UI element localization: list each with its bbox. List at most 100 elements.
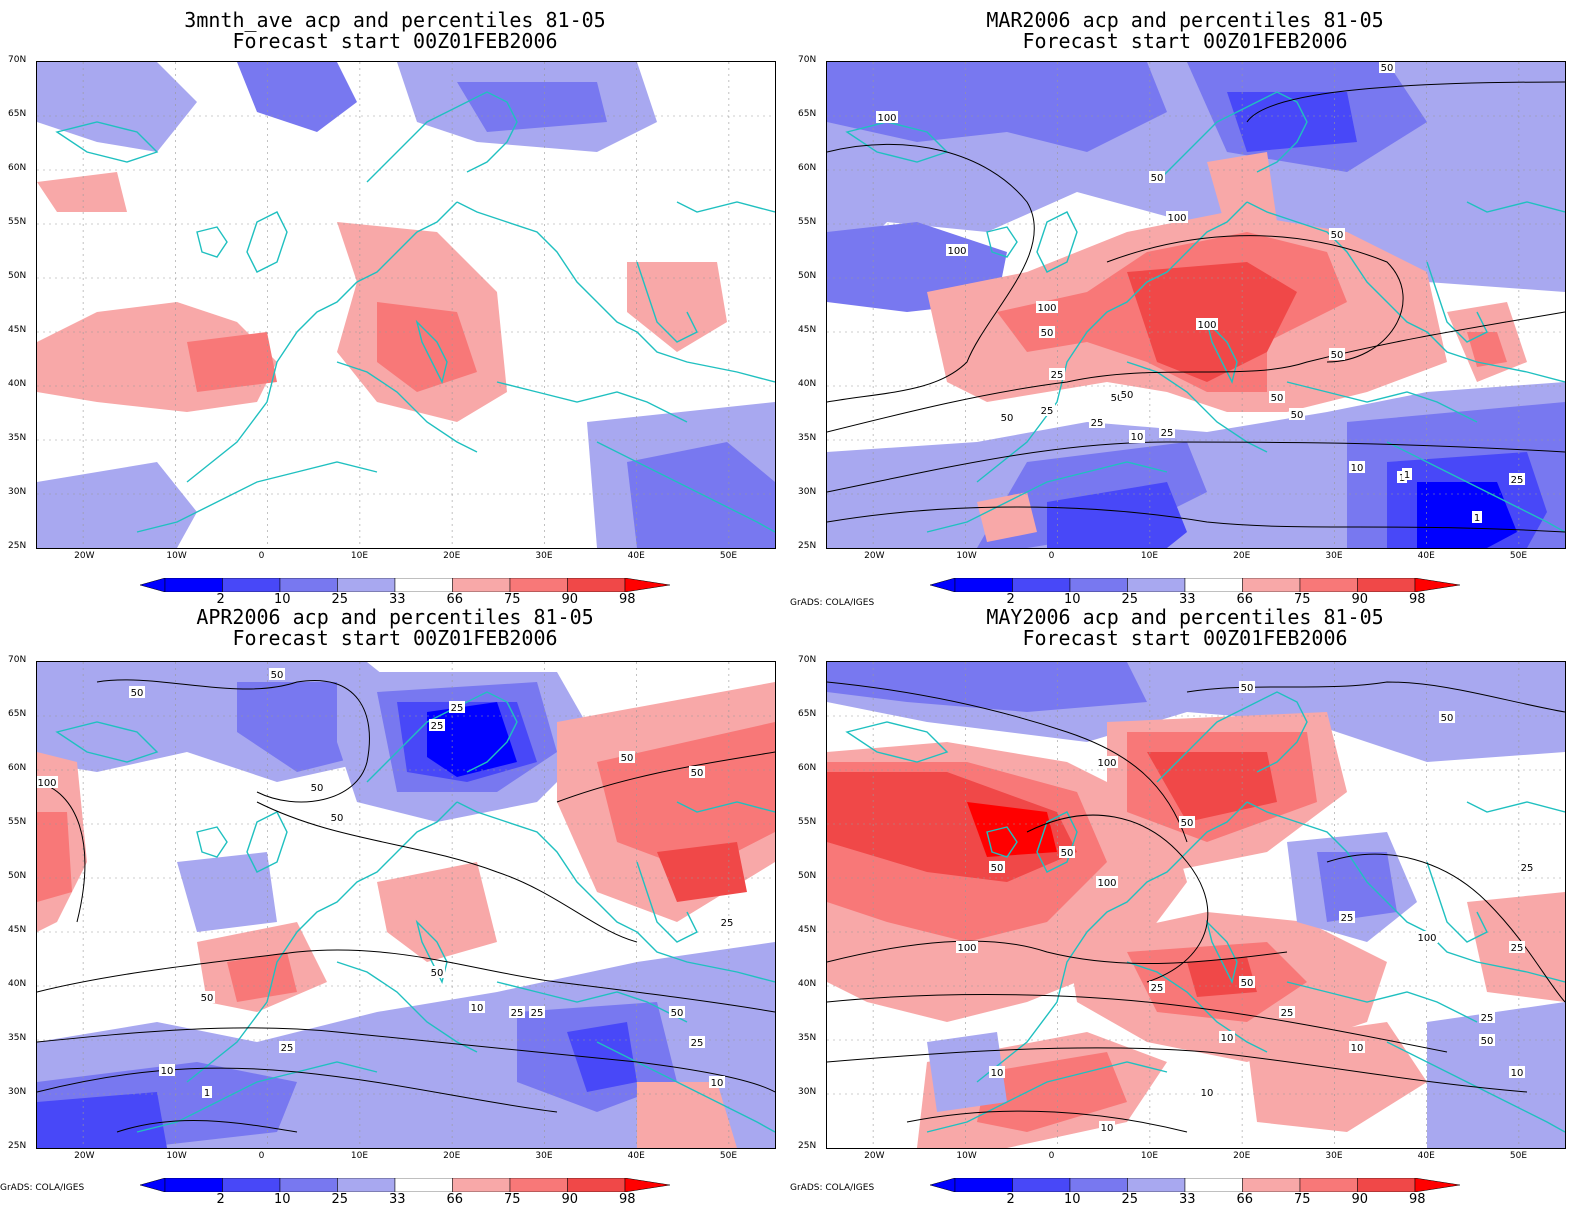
- contour-label: 50: [1241, 978, 1254, 989]
- colorbar-segment: [337, 578, 396, 592]
- shaded-region: [1207, 152, 1277, 232]
- lat-tick-label: 35N: [8, 433, 27, 443]
- colorbar-label: 2: [1006, 1192, 1015, 1207]
- lon-tick-label: 50E: [1509, 1151, 1528, 1161]
- contour-label: 50: [991, 863, 1004, 874]
- shaded-region: [1417, 482, 1517, 548]
- colorbar-label: 75: [1294, 592, 1311, 607]
- lon-tick-label: 40E: [1417, 1151, 1435, 1161]
- contour-label: 50: [201, 993, 214, 1004]
- shaded-region: [637, 1082, 737, 1148]
- colorbar-label: 90: [561, 592, 579, 607]
- contour-label: 25: [1281, 1008, 1294, 1019]
- coastline: [1426, 861, 1488, 943]
- colorbar-label: 98: [619, 1192, 636, 1207]
- lat-tick-label: 60N: [8, 763, 27, 773]
- colorbar-segment: [394, 578, 453, 592]
- panel-title: MAR2006 acp and percentiles 81-05: [986, 8, 1384, 32]
- contour-label: 10: [1351, 1043, 1364, 1054]
- shaded-region: [567, 1022, 637, 1092]
- contour-label-bg: [1149, 171, 1165, 183]
- shaded-region: [977, 492, 1037, 542]
- contour-label: 50: [1001, 413, 1014, 424]
- lat-tick-label: 55N: [8, 217, 27, 227]
- coastline: [456, 801, 775, 983]
- contour-label-bg: [1509, 941, 1525, 953]
- contour-label-bg: [1509, 473, 1525, 485]
- contour-label-bg: [719, 916, 735, 928]
- contour-label: 25: [1051, 370, 1064, 381]
- contour-label: 25: [511, 1008, 524, 1019]
- contour-label-bg: [1239, 976, 1255, 988]
- lon-tick-label: 50E: [1509, 551, 1528, 561]
- map-area: 5010050100501001005010010050252550505025…: [826, 61, 1566, 549]
- coastline: [366, 91, 518, 183]
- shaded-region: [37, 1092, 167, 1148]
- colorbar-label: 98: [619, 592, 636, 607]
- colorbar-arrow-right: [624, 578, 670, 592]
- contour-label-bg: [1166, 211, 1188, 223]
- coastline: [926, 1061, 1168, 1133]
- contour-label-bg: [309, 781, 325, 793]
- colorbar-segment: [1069, 578, 1128, 592]
- contour-label-bg: [689, 1036, 705, 1048]
- contour-line: [827, 311, 1565, 433]
- contour-label: 25: [531, 1008, 544, 1019]
- colorbar-segment: [1012, 578, 1071, 592]
- contour-label-bg: [1129, 430, 1145, 442]
- contour-label-bg: [709, 1076, 725, 1088]
- colorbar-label: 10: [1064, 592, 1081, 607]
- lon-tick-label: 20E: [443, 551, 461, 561]
- contour-label: 50: [1061, 848, 1074, 859]
- colorbar-label: 66: [446, 1192, 464, 1207]
- coastline: [1246, 201, 1565, 383]
- lon-tick-label: 10E: [350, 1151, 369, 1161]
- lat-tick-label: 40N: [798, 379, 817, 389]
- lon-tick-label: 20W: [864, 551, 885, 561]
- colorbar-label: 25: [331, 1192, 349, 1207]
- coastline: [1466, 801, 1565, 813]
- coastline: [986, 226, 1018, 258]
- contour-line: [37, 1067, 558, 1113]
- contour-label: 50: [621, 753, 634, 764]
- contour-label: 50: [311, 783, 324, 794]
- lon-tick-label: 30E: [535, 1151, 553, 1161]
- contour-line: [1106, 235, 1404, 363]
- colorbar-label: 33: [389, 592, 406, 607]
- contour-label: 50: [1181, 818, 1194, 829]
- contour-label-bg: [1379, 62, 1395, 73]
- lon-tick-label: 10W: [166, 1151, 187, 1161]
- shaded-region: [927, 1032, 1007, 1112]
- contour-label: 25: [1511, 943, 1524, 954]
- shaded-region: [1227, 92, 1357, 152]
- colorbar-label: 25: [1121, 1192, 1139, 1207]
- map-area: 50 50 100 50 50 100 50 25 100 100 25 50 25 25 10 10 25 50…: [826, 661, 1566, 1149]
- colorbar-arrow-right: [1414, 1178, 1460, 1192]
- colorbar-segment: [567, 578, 626, 592]
- contour-label: 1: [204, 1088, 210, 1099]
- contour-label: 50: [431, 968, 444, 979]
- lat-tick-label: 50N: [8, 271, 27, 281]
- coastline: [676, 201, 775, 213]
- colorbar-segment: [1184, 1178, 1243, 1192]
- lat-tick-label: 25N: [798, 541, 817, 551]
- panel-title: APR2006 acp and percentiles 81-05: [196, 605, 594, 629]
- lon-tick-label: 20W: [74, 1151, 95, 1161]
- contour-line: [256, 801, 638, 943]
- colorbar-segment: [1242, 1178, 1301, 1192]
- contour-label-bg: [989, 861, 1005, 873]
- colorbar: [930, 1178, 1460, 1192]
- colorbar-segment: [954, 578, 1013, 592]
- contour-label-bg: [1096, 876, 1118, 888]
- contour-label-bg: [279, 1041, 295, 1053]
- shaded-region: [227, 952, 297, 1002]
- lon-tick-label: 10E: [350, 551, 369, 561]
- contour-label-bg: [1089, 416, 1105, 428]
- coastline: [1386, 441, 1565, 533]
- coastline: [1466, 201, 1565, 213]
- lon-tick-label: 10W: [956, 551, 977, 561]
- shaded-region: [627, 262, 727, 352]
- contour-label-bg: [469, 1001, 485, 1013]
- coastline: [456, 201, 775, 383]
- contour-label-bg: [876, 111, 898, 123]
